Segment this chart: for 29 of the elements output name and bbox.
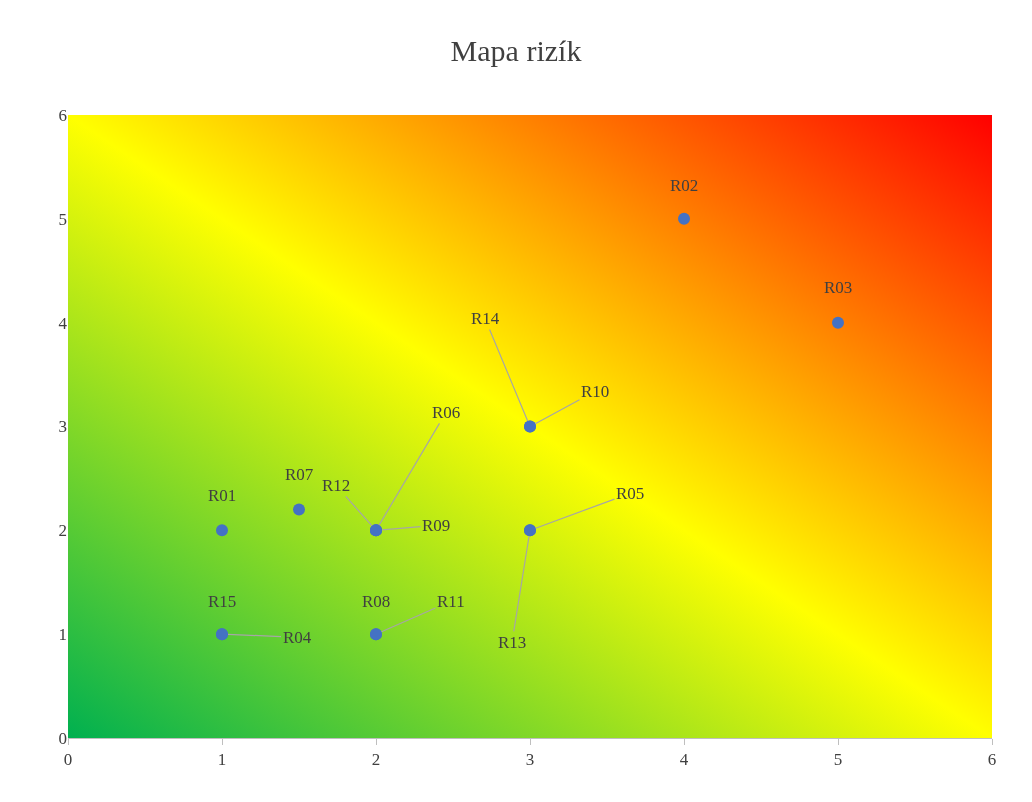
annotation: R02: [670, 176, 699, 195]
annotation: R07: [285, 465, 314, 484]
x-tick-label: 4: [679, 750, 689, 770]
annotation: R09: [422, 516, 451, 535]
annotation: R14: [471, 309, 500, 328]
y-tick-label: 1: [58, 625, 67, 645]
y-tick-label: 2: [58, 521, 67, 541]
annotation: R06: [432, 403, 461, 422]
y-tick-label: 5: [58, 209, 67, 229]
annotation: R13: [498, 633, 527, 652]
x-tick-label: 3: [525, 750, 535, 770]
x-tick-label: 2: [371, 750, 381, 770]
annotation: R01: [208, 486, 237, 505]
annotation: R05: [616, 484, 645, 503]
annotation: R03: [824, 278, 853, 297]
y-tick-label: 6: [58, 105, 67, 125]
x-tick-label: 6: [987, 750, 997, 770]
x-tick-label: 5: [833, 750, 843, 770]
annotation: R10: [581, 382, 610, 401]
chart-title: Mapa rizík: [450, 34, 582, 68]
annotation: R04: [283, 628, 312, 647]
annotation: R11: [437, 592, 465, 611]
y-tick-label: 4: [58, 313, 68, 333]
y-tick-label: 3: [58, 417, 67, 437]
annotation: R12: [322, 476, 351, 495]
annotation: R08: [362, 592, 391, 611]
x-tick-label: 1: [217, 750, 227, 770]
y-tick-label: 0: [58, 728, 67, 748]
annotation: R15: [208, 592, 237, 611]
